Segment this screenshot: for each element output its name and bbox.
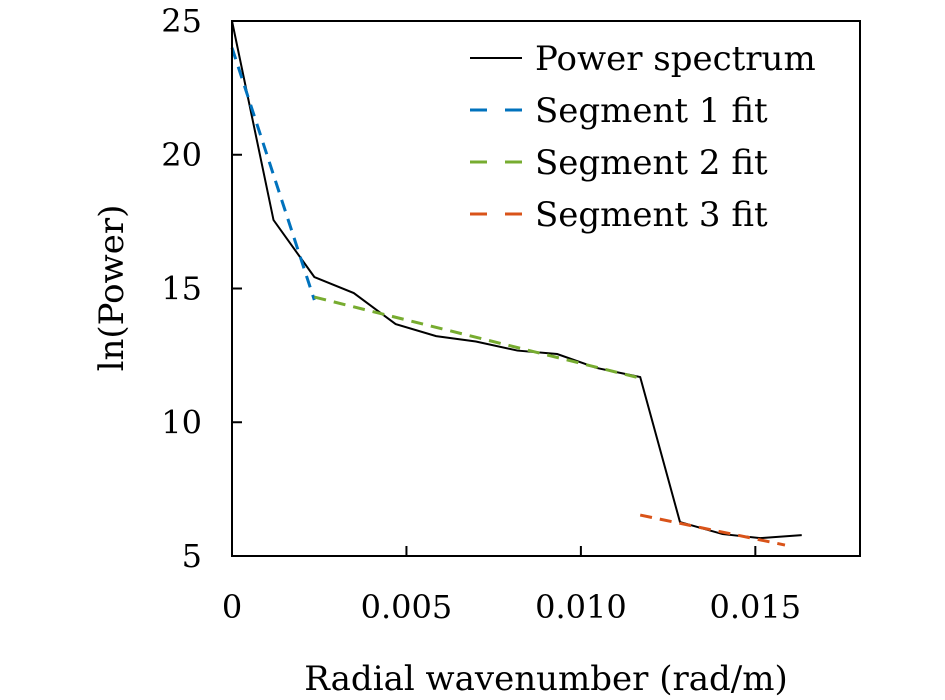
legend-label: Power spectrum xyxy=(535,39,816,79)
y-tick-label: 25 xyxy=(161,2,202,40)
y-tick-label: 20 xyxy=(161,136,202,174)
series-line-2 xyxy=(230,47,316,301)
x-axis-label: Radial wavenumber (rad/m) xyxy=(304,659,787,699)
series-line-3 xyxy=(313,295,641,380)
y-tick-label: 5 xyxy=(182,537,202,575)
x-tick-label: 0 xyxy=(222,588,242,626)
y-tick-label: 10 xyxy=(161,403,202,441)
plot-frame xyxy=(231,20,861,557)
legend-label: Segment 1 fit xyxy=(535,91,768,131)
series-line-4 xyxy=(639,513,786,547)
x-tick-label: 0.010 xyxy=(535,588,627,626)
y-axis-label: ln(Power) xyxy=(92,205,132,372)
legend-label: Segment 2 fit xyxy=(535,143,768,183)
legend-label: Segment 3 fit xyxy=(535,195,768,235)
x-tick-label: 0.005 xyxy=(361,588,453,626)
x-tick-label: 0.015 xyxy=(710,588,802,626)
y-tick-label: 15 xyxy=(161,270,202,308)
